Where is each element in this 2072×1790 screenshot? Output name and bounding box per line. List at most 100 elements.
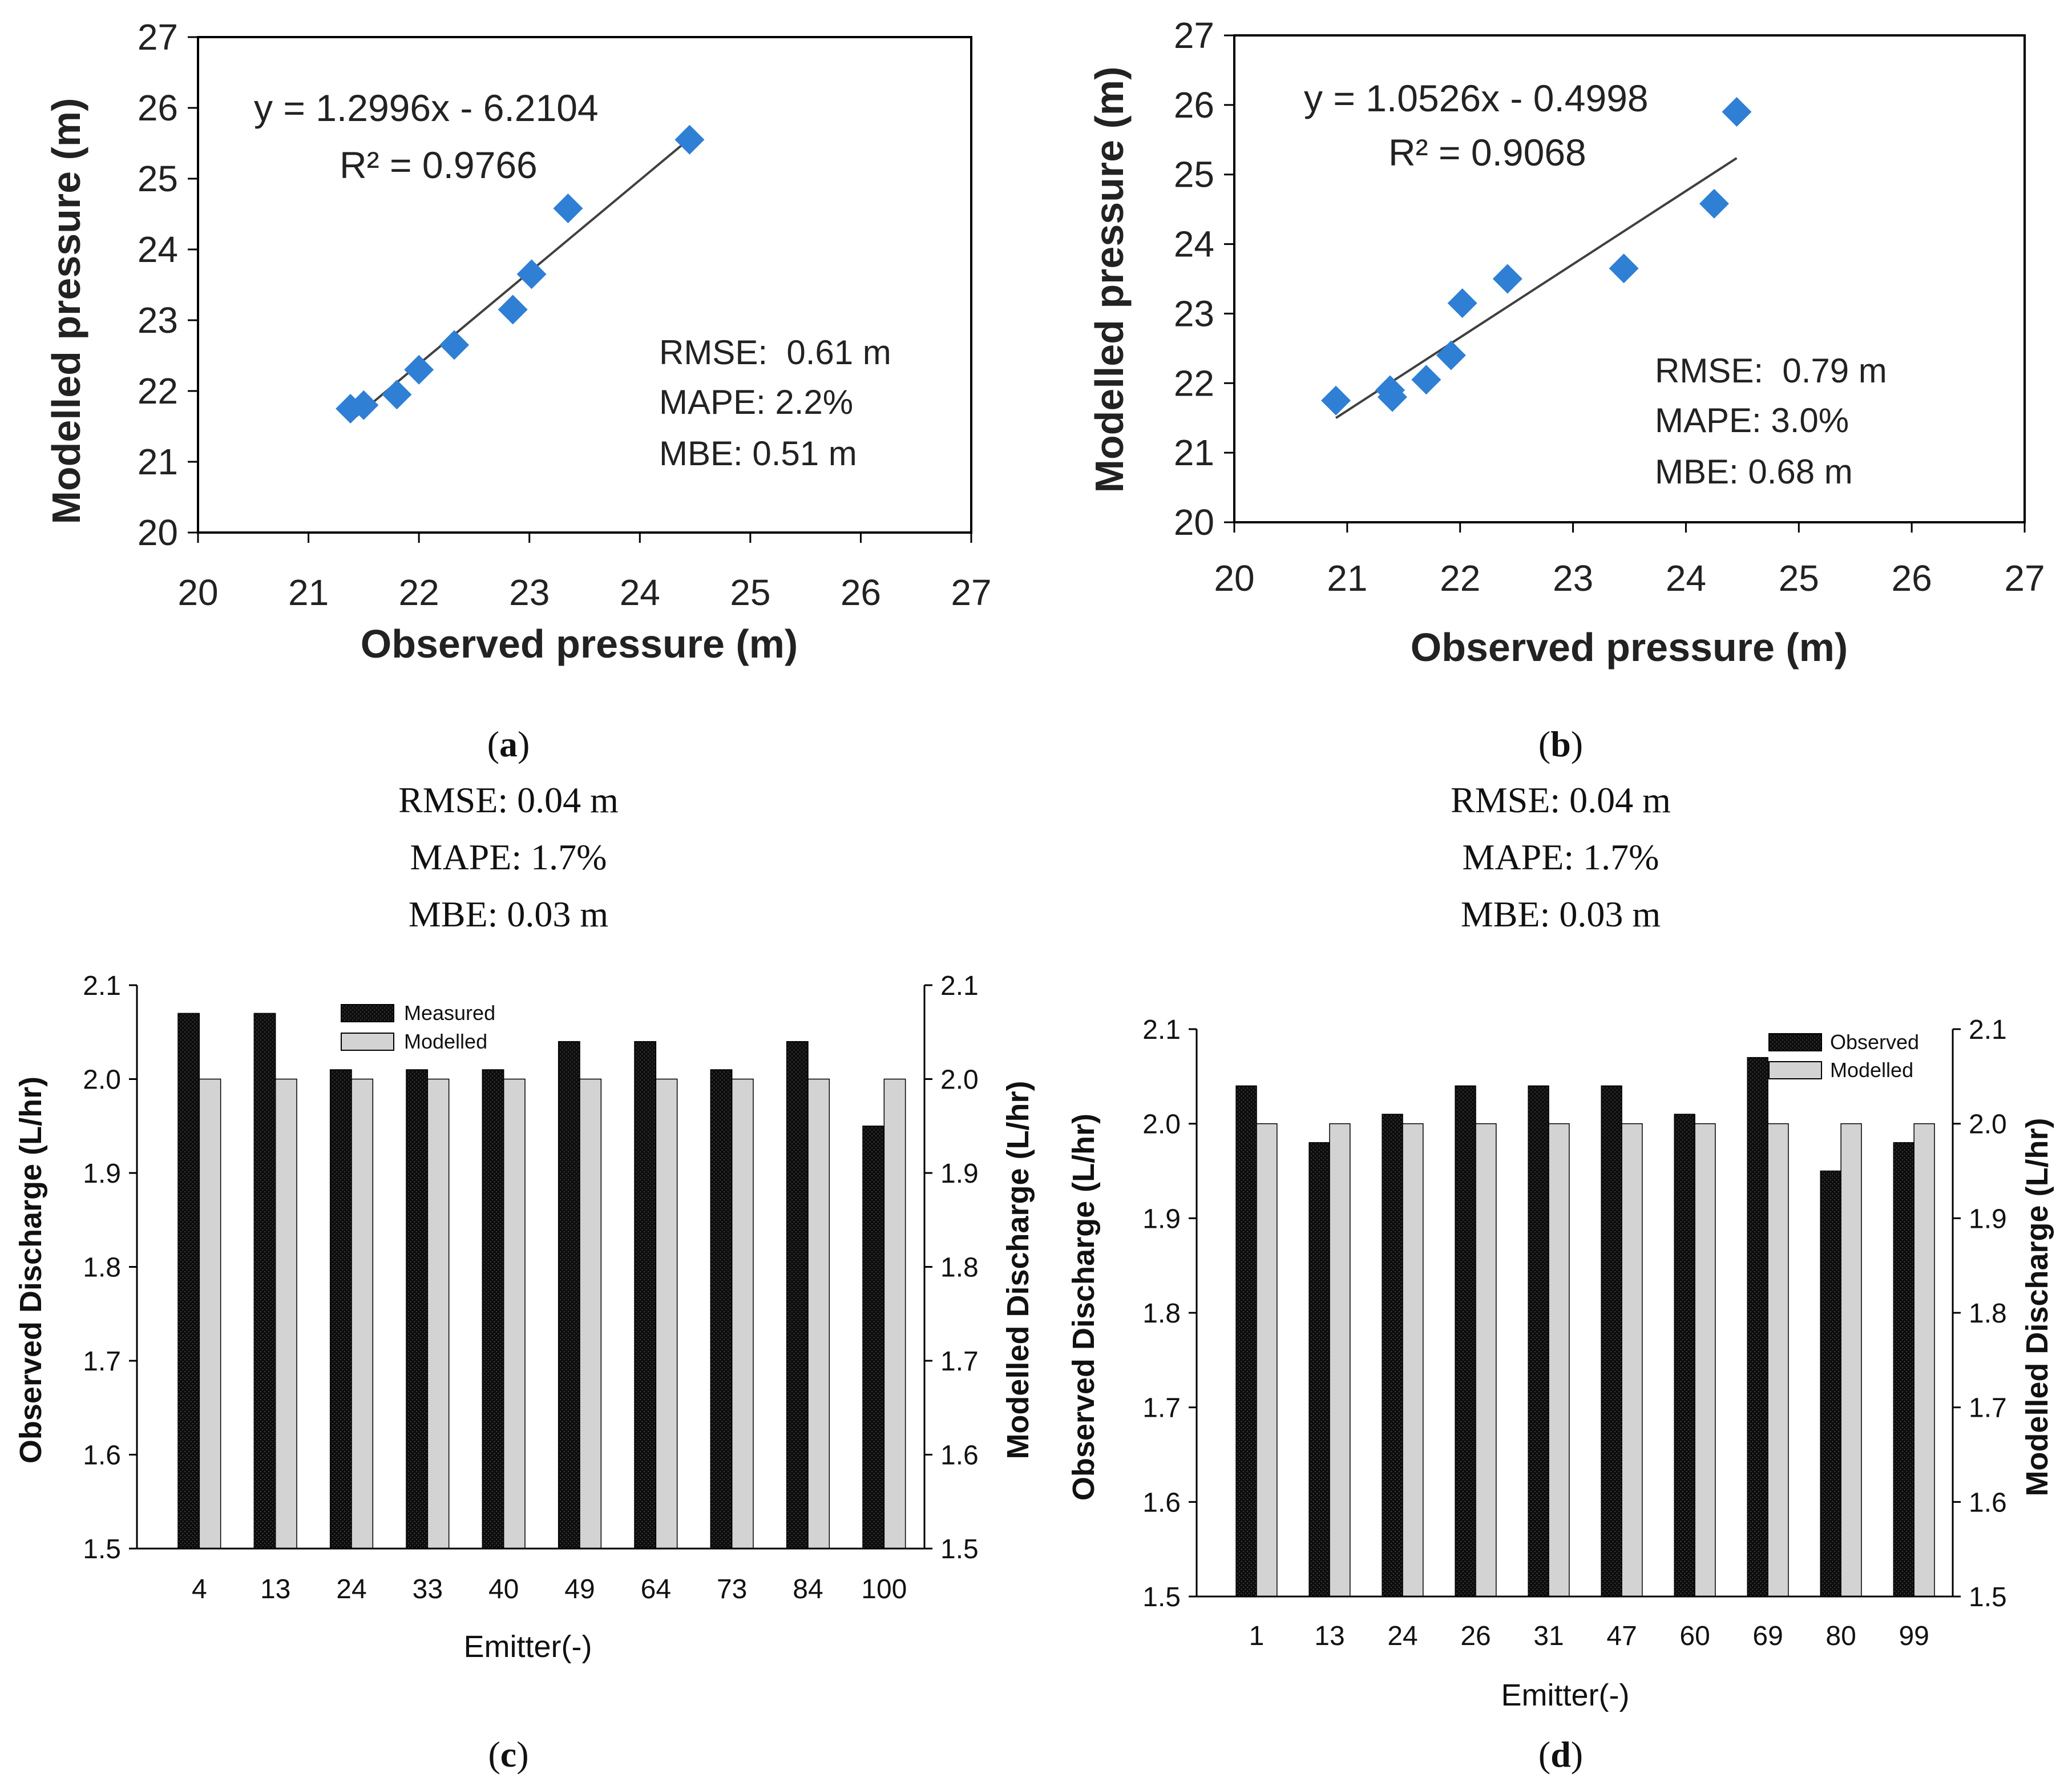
panel-c-ylabel-left: Observed Discharge (L/hr) [14, 1077, 48, 1464]
panel-d-xtick-label-99: 99 [1899, 1621, 1929, 1651]
panel-d-bar-observed-24 [1382, 1114, 1403, 1597]
panel-c-xtick-label-49: 49 [564, 1574, 595, 1604]
panel-a-ytick-label-20: 20 [138, 512, 178, 553]
panel-a-xtick-label-27: 27 [951, 572, 991, 613]
panel-b-trendline-group [1335, 157, 1738, 419]
panel-d-bar-modelled-1 [1256, 1123, 1278, 1597]
panel-c-bar-measured-40 [482, 1069, 504, 1549]
panel-d-ytick-label-right-1.8: 1.8 [1969, 1299, 2007, 1329]
panel-a-stat-rmse: RMSE: 0.61 m [659, 333, 891, 372]
panel-d-bar-observed-31 [1528, 1085, 1549, 1597]
panel-d-ylabel-right: Modelled Discharge (L/hr) [2020, 1118, 2054, 1496]
panel-c-xtick-label-64: 64 [641, 1574, 671, 1604]
panel-a-point-4 [439, 330, 470, 360]
panel-b-ytick-label-23: 23 [1174, 293, 1214, 334]
panel-d-xtick-label-47: 47 [1606, 1621, 1637, 1651]
panel-a-xtick-label-25: 25 [730, 572, 770, 613]
panel-c-bar-modelled-40 [503, 1078, 526, 1549]
panel-c-bar-measured-49 [558, 1041, 580, 1549]
panel-c-ytick-label-left-1.6: 1.6 [83, 1441, 121, 1471]
panel-c-bar-modelled-24 [351, 1078, 374, 1549]
panel-b-xtick-label-24: 24 [1666, 558, 1706, 599]
panel-b-point-3 [1411, 365, 1441, 395]
panel-a-xtick-label-26: 26 [841, 572, 881, 613]
panel-b-ytick-label-25: 25 [1174, 154, 1214, 195]
panel-a-equation: y = 1.2996x - 6.2104 [254, 87, 599, 129]
panel-a-points [336, 124, 705, 424]
panel-d-xtick-label-60: 60 [1679, 1621, 1710, 1651]
panel-a-xtick-label-23: 23 [509, 572, 550, 613]
panel-b-xtick-label-20: 20 [1214, 558, 1254, 599]
panel-d-xtick-label-13: 13 [1314, 1621, 1344, 1651]
panel-d-bar-modelled-31 [1548, 1123, 1570, 1597]
panel-c-bar-modelled-33 [427, 1078, 450, 1549]
panel-c-ytick-label-right-2.1: 2.1 [940, 971, 979, 1001]
panel-d-ytick-label-right-1.9: 1.9 [1969, 1204, 2007, 1234]
panel-d-stat-rmse: RMSE: 0.04 m [1451, 780, 1671, 820]
panel-d-stat-mbe: MBE: 0.03 m [1461, 894, 1661, 934]
panel-d-ytick-label-left-1.5: 1.5 [1142, 1582, 1181, 1612]
panel-c-ytick-label-right-1.5: 1.5 [940, 1534, 979, 1565]
panel-c-ytick-label-left-1.7: 1.7 [83, 1346, 121, 1377]
panel-d-xtick-label-69: 69 [1752, 1621, 1783, 1651]
panel-c-bar-measured-13 [253, 1013, 276, 1549]
panel-c-bar-chart: 1.5 1.5 1.6 1.6 1.7 1.7 1.8 1.8 1.9 1.9 2.0 2.0 2.1 2… [14, 971, 1035, 1775]
panel-d-ytick-label-right-2.1: 2.1 [1969, 1015, 2007, 1045]
panel-b-ytick-label-22: 22 [1174, 362, 1214, 404]
panel-b-stat-mbe: MBE: 0.68 m [1655, 453, 1853, 491]
panel-c-bar-measured-73 [710, 1069, 733, 1549]
panel-a-point-2 [382, 380, 412, 410]
panel-d-bar-observed-99 [1893, 1142, 1915, 1597]
panel-c-ylabel-right: Modelled Discharge (L/hr) [1001, 1081, 1035, 1459]
panel-d-axes: 1.5 1.5 1.6 1.6 1.7 1.7 1.8 1.8 1.9 1.9 2.0 2.0 2.1 2… [1142, 1015, 2006, 1651]
panel-d-ytick-label-right-1.5: 1.5 [1969, 1582, 2007, 1612]
panel-a-xtick-label-21: 21 [288, 572, 329, 613]
caption-b: (b) [1538, 724, 1583, 764]
panel-b-point-8 [1699, 188, 1729, 219]
panel-a-point-3 [404, 354, 434, 385]
panel-c-bar-modelled-13 [274, 1078, 297, 1549]
panel-c-bar-measured-24 [329, 1069, 352, 1549]
panel-d-bar-modelled-24 [1402, 1123, 1424, 1597]
panel-b-point-5 [1447, 288, 1477, 319]
panel-a-point-8 [674, 124, 705, 155]
panel-d-ytick-label-left-1.8: 1.8 [1142, 1299, 1181, 1329]
panel-c-bar-modelled-64 [655, 1078, 678, 1549]
panel-c-legend-label-measured: Measured [404, 1001, 495, 1025]
panel-a-ytick-label-26: 26 [138, 87, 178, 128]
panel-d-bar-modelled-99 [1913, 1123, 1935, 1597]
panel-d-ytick-label-right-1.7: 1.7 [1969, 1393, 2007, 1424]
caption-d: (d) [1538, 1734, 1583, 1775]
panel-b-points [1321, 97, 1752, 416]
panel-b-point-2 [1378, 382, 1407, 412]
panel-c-bar-modelled-4 [199, 1078, 221, 1549]
panel-b-point-6 [1492, 264, 1522, 294]
panel-d-bar-modelled-47 [1621, 1123, 1643, 1597]
panel-a-ytick-label-25: 25 [138, 158, 178, 199]
panel-c-ytick-label-left-1.5: 1.5 [83, 1534, 121, 1565]
panel-d-bar-modelled-80 [1840, 1123, 1862, 1597]
panel-c-xtick-label-24: 24 [336, 1574, 366, 1604]
panel-b-xtick-label-21: 21 [1327, 558, 1367, 599]
panel-b-point-9 [1722, 97, 1752, 127]
panel-d-legend-label-observed: Observed [1830, 1030, 1919, 1054]
panel-c-bar-modelled-84 [807, 1078, 830, 1549]
panel-d-stat-mape: MAPE: 1.7% [1463, 837, 1659, 877]
panel-c-xtick-label-13: 13 [260, 1574, 290, 1604]
panel-c-legend: Measured Modelled [341, 1001, 495, 1053]
panel-c-ytick-label-left-1.9: 1.9 [83, 1159, 121, 1189]
panel-a-xlabel: Observed pressure (m) [361, 622, 798, 666]
panel-d-ylabel-left: Observed Discharge (L/hr) [1067, 1114, 1101, 1501]
panel-c-bar-measured-4 [177, 1013, 200, 1549]
panel-d-ytick-label-right-1.6: 1.6 [1969, 1487, 2007, 1518]
panel-d-bar-observed-26 [1455, 1085, 1476, 1597]
panel-c-xlabel: Emitter(-) [464, 1630, 592, 1664]
panel-c-legend-label-modelled: Modelled [404, 1030, 487, 1053]
panel-c-xtick-label-40: 40 [488, 1574, 519, 1604]
panel-b-equation: y = 1.0526x - 0.4998 [1304, 77, 1649, 119]
panel-c-axes: 1.5 1.5 1.6 1.6 1.7 1.7 1.8 1.8 1.9 1.9 2.0 2.0 2.1 2… [83, 971, 978, 1604]
panel-d-legend-label-modelled: Modelled [1830, 1058, 1913, 1082]
panel-a-xtick-label-22: 22 [399, 572, 439, 613]
panel-b-xtick-label-26: 26 [1892, 558, 1932, 599]
